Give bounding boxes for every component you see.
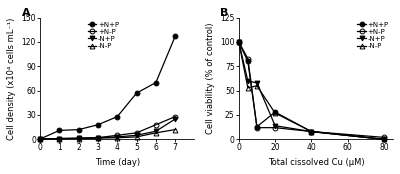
+N+P xyxy=(173,35,178,37)
-N+P xyxy=(57,137,62,140)
+N+P xyxy=(154,81,158,84)
-N+P xyxy=(134,134,139,136)
Line: -N+P: -N+P xyxy=(236,39,386,142)
+N+P xyxy=(254,126,259,128)
-N-P xyxy=(134,136,139,138)
-N+P xyxy=(173,118,178,120)
+N+P xyxy=(273,111,278,113)
+N-P xyxy=(246,57,250,60)
-N+P xyxy=(38,138,42,140)
+N-P xyxy=(154,124,158,126)
+N-P xyxy=(309,130,314,133)
-N+P xyxy=(246,80,250,82)
Line: -N+P: -N+P xyxy=(38,117,178,141)
+N-P xyxy=(57,137,62,140)
-N-P xyxy=(382,138,386,140)
-N+P xyxy=(236,41,241,43)
Line: +N+P: +N+P xyxy=(38,34,178,141)
+N-P xyxy=(134,132,139,134)
Legend: +N+P, +N-P, -N+P, -N-P: +N+P, +N-P, -N+P, -N-P xyxy=(357,21,390,50)
-N-P xyxy=(57,138,62,140)
+N-P xyxy=(173,116,178,118)
Line: +N-P: +N-P xyxy=(236,39,386,140)
+N-P xyxy=(115,134,120,136)
-N-P xyxy=(76,137,81,140)
+N-P xyxy=(96,137,100,139)
-N+P xyxy=(382,138,386,140)
+N-P xyxy=(76,137,81,139)
+N+P xyxy=(134,92,139,94)
+N+P xyxy=(246,60,250,62)
Line: +N-P: +N-P xyxy=(38,114,178,141)
-N-P xyxy=(173,129,178,131)
-N+P xyxy=(273,125,278,127)
-N-P xyxy=(96,137,100,139)
-N+P xyxy=(115,136,120,138)
-N-P xyxy=(115,137,120,139)
-N-P xyxy=(236,41,241,43)
Y-axis label: Cell density (x10⁴ cells mL⁻¹): Cell density (x10⁴ cells mL⁻¹) xyxy=(7,17,16,140)
Text: B: B xyxy=(220,8,229,18)
-N-P xyxy=(254,85,259,87)
+N+P xyxy=(309,130,314,133)
-N+P xyxy=(309,130,314,133)
+N-P xyxy=(38,138,42,140)
Legend: +N+P, +N-P, -N+P, -N-P: +N+P, +N-P, -N+P, -N-P xyxy=(87,21,120,50)
-N-P xyxy=(309,130,314,133)
-N+P xyxy=(76,137,81,139)
X-axis label: Time (day): Time (day) xyxy=(95,158,140,167)
+N-P xyxy=(254,127,259,129)
+N+P xyxy=(382,138,386,140)
-N+P xyxy=(254,82,259,84)
-N-P xyxy=(154,132,158,134)
Text: A: A xyxy=(22,8,30,18)
+N-P xyxy=(236,41,241,43)
-N-P xyxy=(246,87,250,89)
-N+P xyxy=(96,137,100,139)
Line: -N-P: -N-P xyxy=(236,39,386,142)
-N+P xyxy=(154,130,158,132)
+N+P xyxy=(57,129,62,131)
+N-P xyxy=(273,127,278,129)
+N+P xyxy=(38,138,42,140)
-N-P xyxy=(273,112,278,114)
X-axis label: Total cissolved Cu (μM): Total cissolved Cu (μM) xyxy=(268,158,364,167)
-N-P xyxy=(38,138,42,140)
Line: -N-P: -N-P xyxy=(38,127,178,141)
+N+P xyxy=(115,116,120,118)
+N+P xyxy=(236,41,241,43)
+N-P xyxy=(382,136,386,139)
+N+P xyxy=(76,129,81,131)
Line: +N+P: +N+P xyxy=(236,39,386,142)
+N+P xyxy=(96,124,100,126)
Y-axis label: Cell viability (% of control): Cell viability (% of control) xyxy=(206,23,214,134)
